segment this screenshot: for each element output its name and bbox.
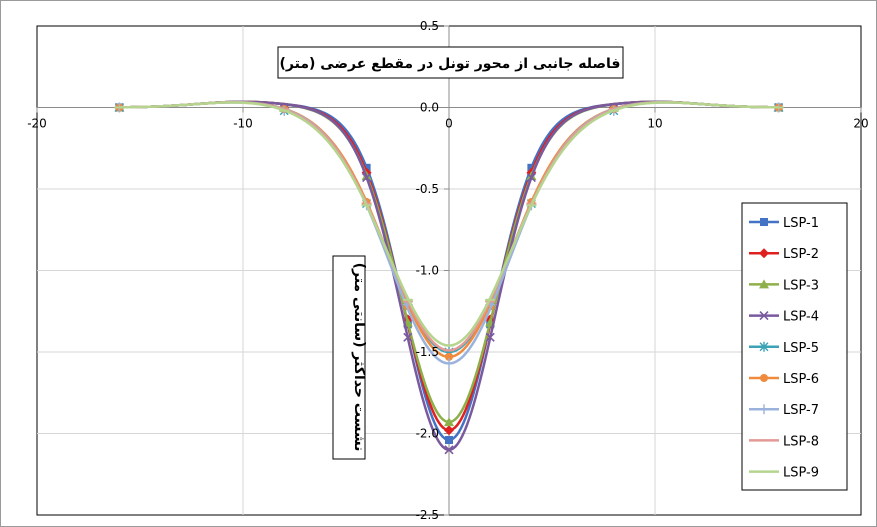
marker-diamond xyxy=(759,248,769,259)
x-tick-label: 0 xyxy=(445,117,453,131)
legend-item-lsp-5: LSP-5 xyxy=(749,341,819,356)
legend-label: LSP-7 xyxy=(783,403,819,418)
legend-label: LSP-9 xyxy=(783,466,819,481)
y-tick-label: -2.5 xyxy=(416,508,439,522)
x-axis-label: فاصله جانبی از محور تونل در مقطع عرضی (م… xyxy=(280,56,621,72)
marker-x xyxy=(403,332,413,342)
marker-circle xyxy=(760,374,768,382)
legend-item-lsp-6: LSP-6 xyxy=(749,372,819,387)
y-tick-label: 0.0 xyxy=(420,101,439,115)
legend-item-lsp-7: LSP-7 xyxy=(749,403,819,418)
legend-item-lsp-2: LSP-2 xyxy=(749,247,819,262)
marker-triangle xyxy=(444,417,454,427)
legend-label: LSP-2 xyxy=(783,247,819,262)
x-axis-label-box: فاصله جانبی از محور تونل در مقطع عرضی (م… xyxy=(277,46,624,79)
x-tick-label: -20 xyxy=(27,117,47,131)
marker-star xyxy=(759,341,769,352)
y-axis-label: نشست حداکثر (سانتی متر) xyxy=(351,263,367,452)
marker-circle xyxy=(445,352,453,361)
y-tick-label: -1.0 xyxy=(416,264,439,278)
y-tick-label: -1.5 xyxy=(416,345,439,359)
y-axis-label-box: نشست حداکثر (سانتی متر) xyxy=(332,255,367,460)
legend-item-lsp-4: LSP-4 xyxy=(749,310,819,325)
marker-x xyxy=(759,311,769,321)
legend-label: LSP-4 xyxy=(783,310,819,325)
series-group xyxy=(114,100,784,455)
series-lsp-9 xyxy=(114,101,784,347)
y-tick-label: 0.5 xyxy=(420,19,439,33)
marker-x xyxy=(444,445,454,455)
x-tick-label: 10 xyxy=(647,117,662,131)
marker-x xyxy=(526,173,536,183)
x-tick-label: -10 xyxy=(233,117,253,131)
legend: LSP-1 LSP-2 LSP-3 LSP-4 LSP-5 LSP-6 LSP-7 LSP-8… xyxy=(741,202,848,491)
legend-item-lsp-1: LSP-1 xyxy=(749,216,819,231)
legend-label: LSP-5 xyxy=(783,341,819,356)
legend-item-lsp-3: LSP-3 xyxy=(749,278,819,293)
y-tick-label: -0.5 xyxy=(416,182,439,196)
marker-triangle xyxy=(759,279,769,289)
y-tick-label: -2.0 xyxy=(416,427,439,441)
legend-label: LSP-8 xyxy=(783,434,819,449)
legend-label: LSP-6 xyxy=(783,372,819,387)
legend-item-lsp-8: LSP-8 xyxy=(749,434,819,449)
marker-plus xyxy=(444,358,454,369)
marker-square xyxy=(445,436,453,445)
marker-x xyxy=(485,332,495,342)
marker-x xyxy=(362,173,372,183)
x-tick-label: 20 xyxy=(853,117,868,131)
legend-label: LSP-3 xyxy=(783,278,819,293)
marker-plus xyxy=(759,404,769,415)
marker-diamond xyxy=(444,425,454,436)
marker-square xyxy=(760,218,768,226)
legend-label: LSP-1 xyxy=(783,216,819,231)
legend-item-lsp-9: LSP-9 xyxy=(749,466,819,481)
x-tick-labels: -20 -10 0 10 20 xyxy=(27,117,868,131)
y-tick-labels: 0.5 0.0 -0.5 -1.0 -1.5 -2.0 -2.5 xyxy=(416,19,439,522)
